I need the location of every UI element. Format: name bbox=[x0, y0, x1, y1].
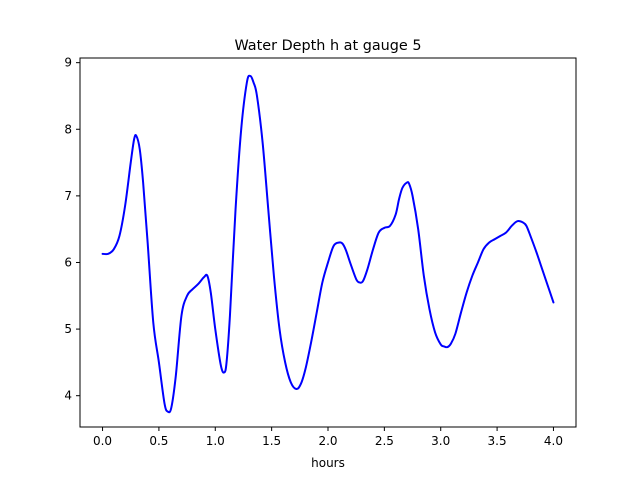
y-tick-label: 6 bbox=[64, 255, 72, 269]
chart-title: Water Depth h at gauge 5 bbox=[234, 38, 421, 54]
y-tick-label: 4 bbox=[64, 389, 72, 403]
x-tick-label: 3.5 bbox=[488, 434, 507, 448]
y-tick-label: 5 bbox=[64, 322, 72, 336]
x-tick-label: 2.0 bbox=[318, 434, 337, 448]
plot-area bbox=[101, 74, 555, 414]
y-tick-label: 8 bbox=[64, 122, 72, 136]
x-tick-label: 3.0 bbox=[431, 434, 450, 448]
x-tick-label: 2.5 bbox=[375, 434, 394, 448]
series-line bbox=[101, 74, 555, 414]
y-axis-ticks: 4 5 6 7 8 9 bbox=[64, 56, 80, 403]
x-tick-label: 1.5 bbox=[262, 434, 281, 448]
x-axis-ticks: 0.0 0.5 1.0 1.5 2.0 2.5 3.0 3.5 4.0 bbox=[93, 427, 563, 448]
x-tick-label: 4.0 bbox=[544, 434, 563, 448]
x-tick-label: 1.0 bbox=[206, 434, 225, 448]
y-tick-label: 7 bbox=[64, 189, 72, 203]
x-tick-label: 0.5 bbox=[149, 434, 168, 448]
x-axis-title: hours bbox=[311, 456, 345, 470]
x-tick-label: 0.0 bbox=[93, 434, 112, 448]
y-tick-label: 9 bbox=[64, 56, 72, 70]
